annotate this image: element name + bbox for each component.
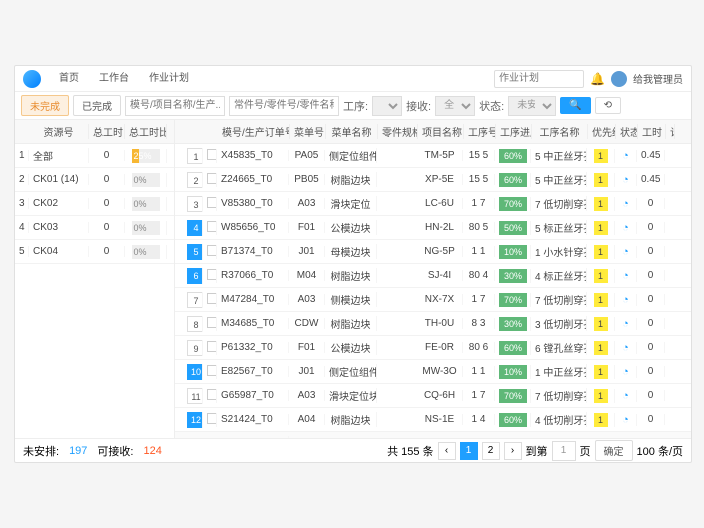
page-next[interactable]: › — [504, 442, 522, 460]
footer-recv-label: 可接收: — [97, 443, 133, 459]
table-row[interactable]: 1 X45835_T0 PA05 侧定位组件 TM-5P 15 5 60% 5 … — [175, 144, 691, 168]
filter-label-recv: 接收: — [406, 98, 431, 114]
left-row[interactable]: 5 CK04 0 0% — [15, 240, 174, 264]
right-col-10: 工序名称 — [532, 124, 588, 139]
table-row[interactable]: 8 M34685_T0 CDW 树脂边块 TH-0U 8 3 30% 3 低切削… — [175, 312, 691, 336]
table-row[interactable]: 4 W85656_T0 F01 公模边块 HN-2L 80 5 50% 5 标正… — [175, 216, 691, 240]
filter-complete[interactable]: 已完成 — [73, 95, 121, 116]
bell-icon[interactable]: 🔔 — [590, 72, 605, 86]
page-jump-label: 到第 — [526, 443, 548, 459]
row-checkbox[interactable] — [207, 173, 217, 184]
row-checkbox[interactable] — [207, 245, 217, 256]
row-checkbox[interactable] — [207, 197, 217, 208]
user-name: 给我管理员 — [633, 71, 683, 86]
left-row[interactable]: 3 CK02 0 0% — [15, 192, 174, 216]
row-checkbox[interactable] — [207, 389, 217, 400]
filter-incomplete[interactable]: 未完成 — [21, 95, 69, 116]
search-button[interactable]: 🔍 — [560, 97, 590, 114]
table-row[interactable]: 10 E82567_T0 J01 侧定位组件 MW-3O 1 1 10% 1 中… — [175, 360, 691, 384]
filter-recv-select[interactable]: 全部 — [435, 96, 475, 116]
right-col-5: 菜单名称 — [326, 124, 378, 139]
filter-input-2[interactable] — [229, 96, 339, 116]
table-row[interactable]: 6 R37066_T0 M04 树脂边块 SJ-4I 80 4 30% 4 标正… — [175, 264, 691, 288]
right-col-9: 工序进度 — [496, 124, 532, 139]
left-row[interactable]: 4 CK03 0 0% — [15, 216, 174, 240]
left-pane: 资源号总工时总工时比 1 全部 0 25% 2 CK01 (14) 0 0% 3… — [15, 120, 175, 438]
left-row[interactable]: 1 全部 0 25% — [15, 144, 174, 168]
table-row[interactable]: 5 B71374_T0 J01 母模边块 NG-5P 1 1 10% 1 小水针… — [175, 240, 691, 264]
header-search[interactable] — [494, 70, 584, 88]
row-checkbox[interactable] — [207, 269, 217, 280]
footer-unassigned-val: 197 — [69, 445, 87, 457]
row-checkbox[interactable] — [207, 365, 217, 376]
page-ok[interactable]: 确定 — [595, 440, 633, 461]
table-row[interactable]: 12 S21424_T0 A04 树脂边块 NS-1E 1 4 60% 4 低切… — [175, 408, 691, 432]
footer-total: 共 155 条 — [387, 443, 433, 459]
page-prev[interactable]: ‹ — [438, 442, 456, 460]
header: 首页 工作台 作业计划 🔔 给我管理员 — [15, 66, 691, 92]
filter-status-select[interactable]: 未安排 — [508, 96, 556, 116]
right-col-11: 优先级 — [588, 124, 616, 139]
row-checkbox[interactable] — [207, 293, 217, 304]
right-col-4: 菜单号 — [290, 124, 326, 139]
table-row[interactable]: 9 P61332_T0 F01 公模边块 FE-0R 80 6 60% 6 镗孔… — [175, 336, 691, 360]
right-col-13: 工时 — [638, 124, 666, 139]
refresh-button[interactable]: ⟲ — [595, 97, 621, 114]
row-checkbox[interactable] — [207, 413, 217, 424]
page-per: 100 条/页 — [637, 443, 683, 459]
right-col-14: 计划 — [666, 124, 675, 139]
right-col-3: 模号/生产订单号 — [218, 124, 290, 139]
filter-input-1[interactable] — [125, 96, 225, 116]
app-window: 首页 工作台 作业计划 🔔 给我管理员 未完成 已完成 工序: 接收: 全部 状… — [14, 65, 692, 463]
footer: 未安排: 197 可接收: 124 共 155 条 ‹ 1 2 › 到第 页 确… — [15, 438, 691, 462]
page-unit: 页 — [580, 443, 591, 459]
tab-workbench[interactable]: 工作台 — [89, 66, 139, 92]
logo-icon — [23, 70, 41, 88]
page-2[interactable]: 2 — [482, 442, 500, 460]
avatar[interactable] — [611, 71, 627, 87]
right-col-6: 零件规格 — [378, 124, 418, 139]
row-checkbox[interactable] — [207, 317, 217, 328]
filter-label-status: 状态: — [479, 98, 504, 114]
row-checkbox[interactable] — [207, 341, 217, 352]
page-1[interactable]: 1 — [460, 442, 478, 460]
page-jump-input[interactable] — [552, 441, 576, 461]
right-col-7: 项目名称 — [418, 124, 464, 139]
row-checkbox[interactable] — [207, 149, 217, 160]
footer-recv-val: 124 — [143, 445, 161, 457]
tab-home[interactable]: 首页 — [49, 66, 89, 92]
left-col-1: 资源号 — [29, 124, 89, 139]
filter-process-select[interactable] — [372, 96, 402, 116]
right-col-12: 状态 — [616, 124, 638, 139]
table-row[interactable]: 11 G65987_T0 A03 滑块定位块 CQ-6H 1 7 70% 7 低… — [175, 384, 691, 408]
table-row[interactable]: 2 Z24665_T0 PB05 树脂边块 XP-5E 15 5 60% 5 中… — [175, 168, 691, 192]
row-checkbox[interactable] — [207, 221, 217, 232]
filter-label-process: 工序: — [343, 98, 368, 114]
tab-plan[interactable]: 作业计划 — [139, 66, 199, 92]
filter-bar: 未完成 已完成 工序: 接收: 全部 状态: 未安排 🔍 ⟲ — [15, 92, 691, 120]
right-col-8: 工序号 — [464, 124, 496, 139]
left-col-2: 总工时 — [89, 124, 125, 139]
table-row[interactable]: 7 M47284_T0 A03 侧模边块 NX-7X 1 7 70% 7 低切削… — [175, 288, 691, 312]
right-pane: 模号/生产订单号菜单号菜单名称零件规格项目名称工序号工序进度工序名称优先级状态工… — [175, 120, 691, 438]
table-row[interactable]: 3 V85380_T0 A03 滑块定位 LC-6U 1 7 70% 7 低切削… — [175, 192, 691, 216]
left-row[interactable]: 2 CK01 (14) 0 0% — [15, 168, 174, 192]
left-col-3: 总工时比 — [125, 124, 167, 139]
footer-unassigned-label: 未安排: — [23, 443, 59, 459]
